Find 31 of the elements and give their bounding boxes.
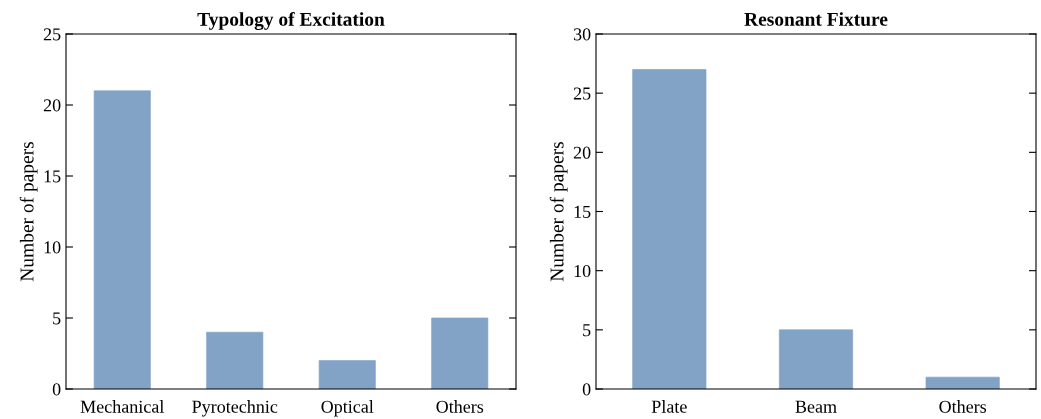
y-tick-label: 20	[573, 146, 591, 159]
chart-title: Resonant Fixture	[744, 12, 888, 26]
bar	[431, 317, 489, 389]
y-tick-label: 10	[574, 264, 591, 278]
y-tick-label: 0	[52, 383, 61, 396]
bar	[778, 329, 854, 389]
bar	[925, 376, 1000, 389]
y-axis-title: Number of papers	[549, 142, 568, 282]
bar	[206, 331, 264, 389]
bar	[632, 69, 707, 389]
x-tick-label: Optical	[321, 400, 374, 417]
x-tick-label: Mechanical	[80, 400, 164, 413]
y-tick-label: 0	[582, 383, 591, 396]
x-tick-label: Others	[939, 400, 987, 413]
x-tick-label: Plate	[651, 400, 687, 413]
y-tick-label: 15	[574, 205, 591, 218]
y-tick-label: 25	[43, 28, 61, 41]
bar	[318, 360, 376, 389]
bar	[93, 90, 151, 389]
y-tick-label: 5	[583, 324, 591, 337]
x-tick-label: Pyrotechnic	[192, 400, 278, 417]
chart-title: Typology of Excitation	[197, 11, 385, 30]
y-tick-label: 30	[573, 28, 591, 41]
y-tick-label: 15	[44, 170, 61, 183]
y-tick-label: 25	[573, 87, 591, 100]
y-tick-label: 5	[53, 312, 61, 325]
x-tick-label: Others	[436, 400, 484, 413]
y-tick-label: 20	[43, 99, 61, 112]
x-tick-label: Beam	[795, 400, 837, 413]
y-tick-label: 10	[44, 241, 61, 254]
y-axis-title: Number of papers	[19, 142, 38, 282]
